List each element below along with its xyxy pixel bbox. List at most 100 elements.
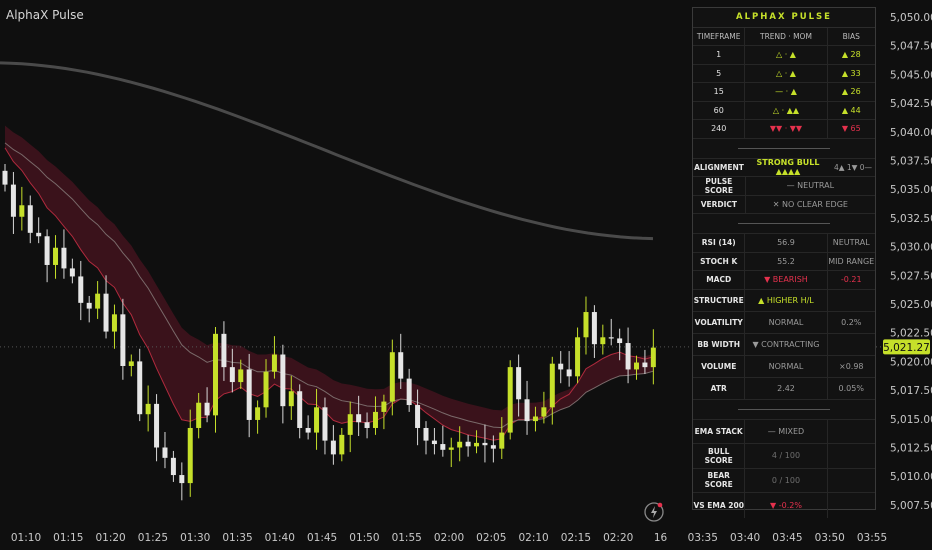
volume-row: VOLUME NORMAL ×0.98 [693,355,875,378]
candle-body [431,440,437,445]
time-axis[interactable]: 01:10 01:15 01:20 01:25 01:30 01:35 01:40 01:45… [11,532,887,544]
structure-value: ▲ HIGHER H/L [744,289,826,311]
price-tick-label: 5,010.00 [890,471,932,483]
bb-width-label: BB WIDTH [697,339,741,349]
candle-body [204,402,210,416]
price-tick-label: 5,040.00 [890,127,932,139]
timeframe-header-label: TIMEFRAME [696,32,741,41]
candle-body [19,205,25,217]
price-tick-label: 5,045.00 [890,69,932,81]
time-tick-label: 01:50 [349,532,379,544]
rsi-label: RSI (14) [701,238,736,248]
candle-body [263,371,269,408]
time-tick-label: 01:30 [180,532,210,544]
ema-200-line [0,61,654,241]
candle-body [179,475,185,484]
candle-body [398,352,404,379]
candle-body [566,369,572,377]
ema-slow-line [4,142,654,429]
verdict-label: VERDICT [700,199,738,209]
candle-body [625,343,631,370]
ema-stack-value: — MIXED [744,419,826,443]
timeframe-row: 60 △ · ▲▲ ▲ 44 [693,101,875,120]
current-price-label: 5,021.27 [883,342,930,354]
ema-cloud-fill [5,125,654,441]
candle-body [111,314,117,332]
price-tick-label: 5,025.00 [890,299,932,311]
candle-body [406,378,412,406]
price-tick-label: 5,037.50 [890,156,932,168]
divider [693,214,875,234]
candle-body [549,363,555,408]
candle-body [314,407,320,433]
pulse-score-row: PULSE SCORE — NEUTRAL [693,177,875,196]
candles [2,163,656,501]
time-tick-label: 03:55 [857,532,887,544]
candle-body [170,457,176,476]
candle-body [524,399,530,422]
timeframe-label: 5 [716,68,722,78]
app-title: AlphaX Pulse [6,8,84,22]
macd-row: MACD ▼ BEARISH -0.21 [693,271,875,290]
macd-number: -0.21 [826,271,875,289]
candle-body [288,391,294,407]
candle-body [213,333,218,416]
bias-header-label: BIAS [826,28,875,45]
price-axis[interactable]: 5,050.00 5,047.50 5,045.00 5,042.50 5,040.00… [890,12,932,512]
bull-score-row: BULL SCORE 4 / 100 [693,444,875,469]
atr-label: ATR [710,383,727,393]
timeframe-header: TIMEFRAME TREND · MOM BIAS [693,28,875,46]
price-tick-label: 5,047.50 [890,41,932,53]
candle-body [541,407,547,417]
candle-body [448,447,454,450]
bias-value: ▲ 33 [826,64,875,82]
candle-body [154,403,160,448]
time-tick-label: 03:45 [772,532,802,544]
volatility-value: NORMAL [744,311,826,333]
timeframe-row: 15 — · ▲ ▲ 26 [693,83,875,102]
bear-score-value: 0 / 100 [744,468,826,492]
candle-body [137,361,143,415]
candle-body [10,184,16,217]
stoch-value: 55.2 [744,252,826,270]
rsi-state: NEUTRAL [826,234,875,252]
price-tick-label: 5,027.50 [890,270,932,282]
ema-stack-label: EMA STACK [694,426,743,436]
volume-value: NORMAL [744,355,826,377]
time-tick-label: 02:00 [434,532,464,544]
candle-body [465,441,471,447]
candle-body [196,402,202,428]
timeframe-row: 240 ▼▼ · ▼▼ ▼ 65 [693,120,875,139]
time-tick-label: 03:35 [688,532,718,544]
divider [693,400,875,420]
candle-body [575,337,581,377]
volatility-label: VOLATILITY [694,317,743,327]
structure-label: STRUCTURE [693,295,744,305]
ema-stack-row: EMA STACK — MIXED [693,419,875,444]
time-tick-label: 01:20 [95,532,125,544]
candle-body [617,338,623,344]
alignment-count: 4▲ 1▼ 0— [833,162,873,172]
time-tick-label: 02:05 [476,532,506,544]
candle-body [305,427,311,433]
candle-body [246,369,252,420]
macd-label: MACD [706,275,732,285]
candle-body [608,337,614,339]
candle-body [591,312,597,345]
lightning-bolt-icon[interactable] [644,502,664,522]
candle-body [499,432,505,449]
time-tick-label: 01:25 [138,532,168,544]
candle-body [356,414,362,423]
candle-body [558,363,564,370]
vs-ema-row: VS EMA 200 ▼ -0.2% [693,493,875,518]
candle-body [61,247,67,269]
time-tick-label: 01:40 [265,532,295,544]
pulse-score-value: — NEUTRAL [744,177,875,195]
candle-body [490,445,496,449]
trend-momentum: ▼▼ · ▼▼ [744,120,826,138]
candle-body [162,447,168,458]
candle-body [69,268,75,277]
pulse-score-label: PULSE SCORE [704,176,733,195]
volatility-pct: 0.2% [826,311,875,333]
